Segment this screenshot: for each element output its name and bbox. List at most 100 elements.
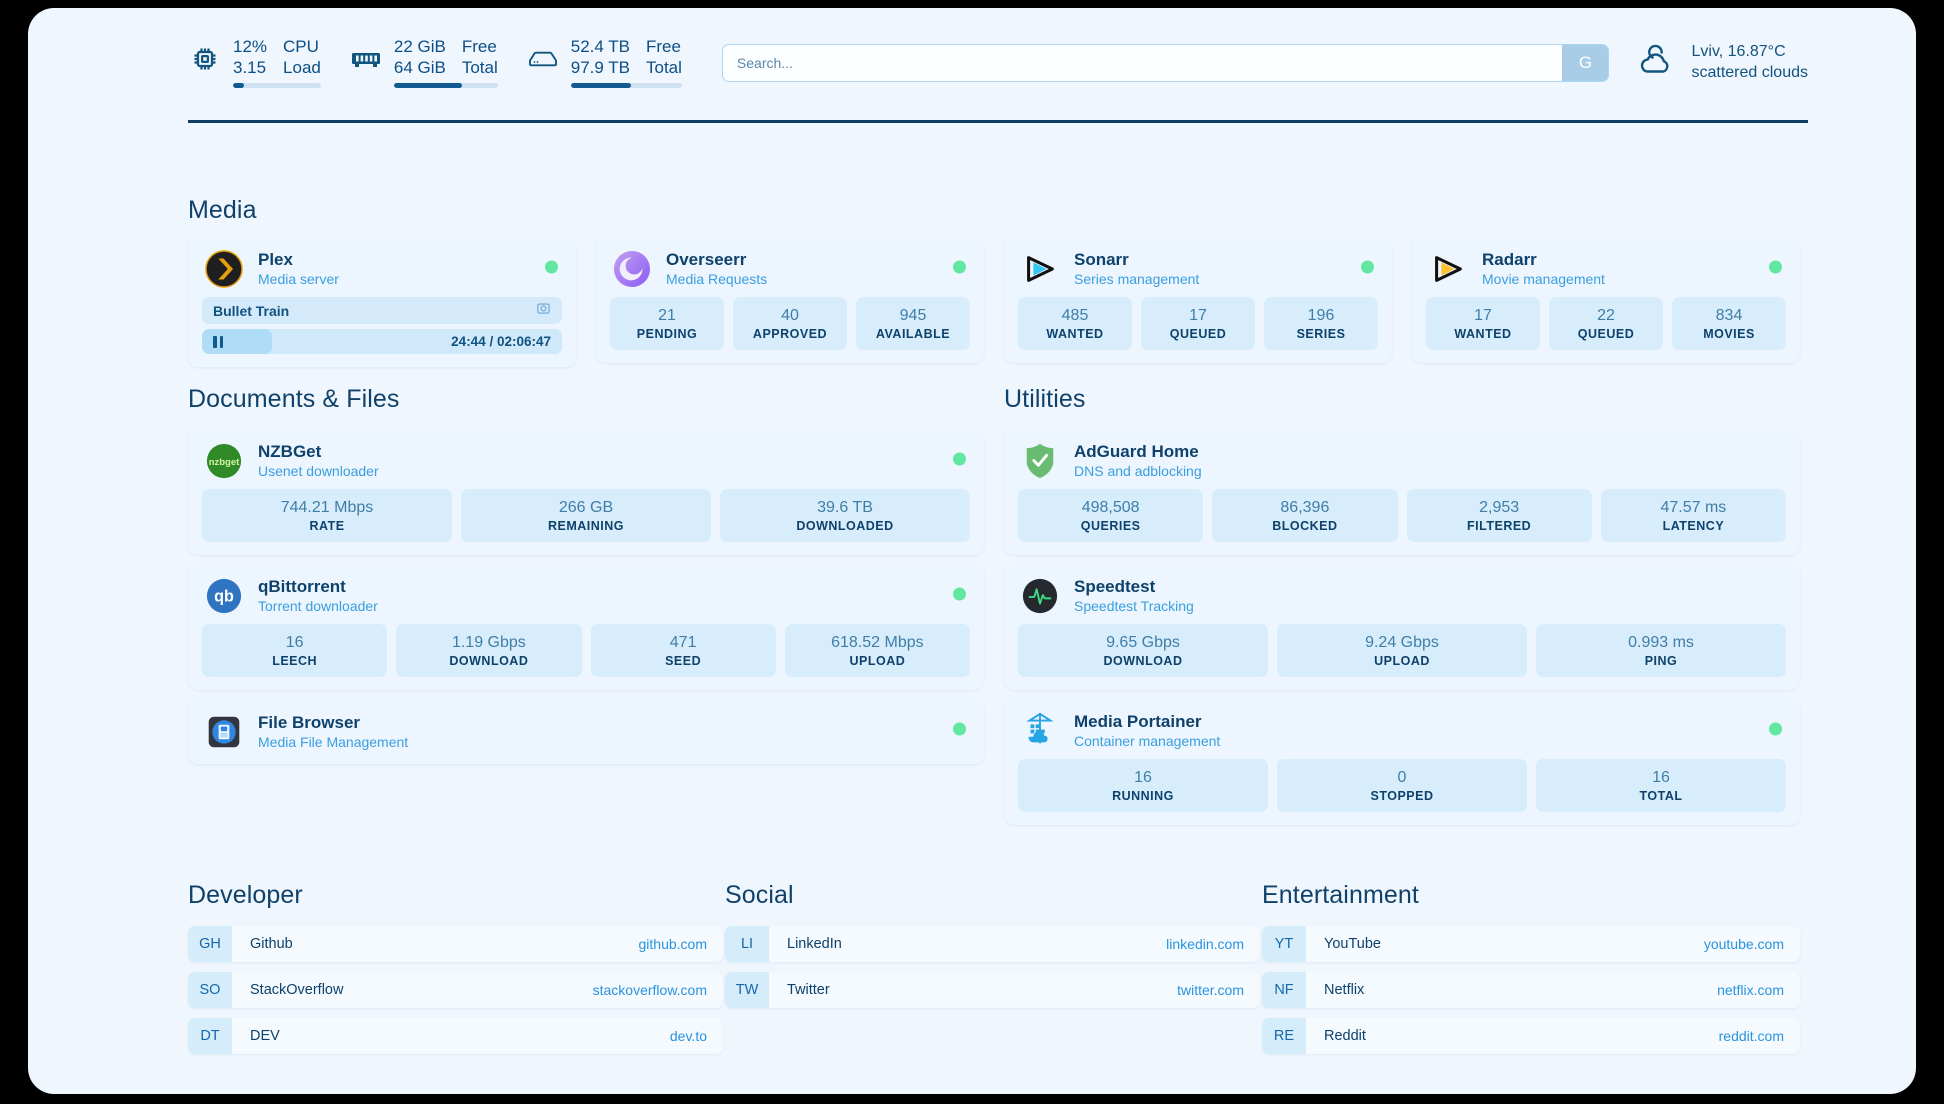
stat-value: 266 GB <box>558 499 614 516</box>
stat-value: 744.21 Mbps <box>280 499 374 516</box>
cpu-usage-bar <box>233 83 321 89</box>
card-nzbget[interactable]: nzbget NZBGet Usenet downloader 744.21 M… <box>188 428 984 555</box>
search-input[interactable] <box>722 45 1563 81</box>
card-header: AdGuard Home DNS and adblocking <box>1004 428 1800 489</box>
pause-icon[interactable] <box>213 335 223 348</box>
app-subtitle: Series management <box>1074 270 1200 287</box>
bookmark-url[interactable]: dev.to <box>669 1028 707 1044</box>
card-radarr[interactable]: Radarr Movie management 17 WANTED 22 QUE… <box>1412 236 1800 363</box>
app-subtitle: Movie management <box>1482 270 1605 287</box>
bookmark-url[interactable]: youtube.com <box>1703 936 1784 952</box>
stat-item: 1.19 Gbps DOWNLOAD <box>396 624 582 677</box>
app-subtitle: DNS and adblocking <box>1074 462 1202 479</box>
bookmark-url[interactable]: github.com <box>638 936 707 952</box>
app-subtitle: Usenet downloader <box>258 462 379 479</box>
card-header: Overseerr Media Requests <box>596 236 984 297</box>
stat-value: 471 <box>669 634 697 651</box>
bookmark-item[interactable]: NF Netflix netflix.com <box>1262 972 1800 1008</box>
stat-item: 0.993 ms PING <box>1536 624 1786 677</box>
bookmark-badge: DT <box>188 1018 232 1054</box>
search-engine-button[interactable]: G <box>1562 45 1609 81</box>
card-adguard[interactable]: AdGuard Home DNS and adblocking 498,508 … <box>1004 428 1800 555</box>
bookmark-url[interactable]: linkedin.com <box>1166 936 1244 952</box>
now-playing-row: Bullet Train <box>202 297 562 324</box>
stat-value: 0.993 ms <box>1628 634 1694 651</box>
card-portainer[interactable]: Media Portainer Container management 16 … <box>1004 698 1800 825</box>
memory-icon <box>349 36 383 82</box>
stat-value: 16 <box>1652 769 1670 786</box>
bookmark-item[interactable]: TW Twitter twitter.com <box>725 972 1260 1008</box>
svg-text:qb: qb <box>214 588 234 606</box>
bookmark-item[interactable]: YT YouTube youtube.com <box>1262 926 1800 962</box>
card-qbittorrent[interactable]: qb qBittorrent Torrent downloader 16 LEE… <box>188 563 984 690</box>
bookmark-item[interactable]: RE Reddit reddit.com <box>1262 1018 1800 1054</box>
stat-label: WANTED <box>1046 326 1104 341</box>
bookmark-url[interactable]: stackoverflow.com <box>592 982 707 998</box>
app-name: Plex <box>258 250 293 270</box>
svg-text:nzbget: nzbget <box>209 457 240 468</box>
weather-widget: Lviv, 16.87°C scattered clouds <box>1635 42 1808 84</box>
card-plex[interactable]: Plex Media server Bullet Train 24:44 / 0… <box>188 236 576 367</box>
stat-item: 471 SEED <box>590 624 776 677</box>
section-title-media: Media <box>188 196 257 224</box>
stat-label: LEECH <box>272 653 318 668</box>
bookmark-item[interactable]: GH Github github.com <box>188 926 723 962</box>
stat-value: 47.57 ms <box>1660 499 1727 516</box>
bookmark-badge: LI <box>725 926 769 962</box>
bookmark-name: Reddit <box>1324 1028 1366 1044</box>
bookmark-url[interactable]: netflix.com <box>1717 982 1784 998</box>
cpu-label-top: CPU <box>283 36 319 56</box>
bookmark-url[interactable]: reddit.com <box>1718 1028 1784 1044</box>
stat-value: 1.19 Gbps <box>451 634 526 651</box>
card-filebrowser[interactable]: File Browser Media File Management <box>188 698 984 764</box>
bookmark-url[interactable]: twitter.com <box>1177 982 1244 998</box>
memory-total-value: 64 GiB <box>393 58 446 77</box>
stat-label: UPLOAD <box>1374 653 1430 668</box>
memory-usage-bar <box>393 83 498 89</box>
stat-label: DOWNLOADED <box>796 518 894 533</box>
cpu-label-bottom: Load <box>283 58 321 77</box>
bookmark-name: YouTube <box>1324 936 1381 952</box>
stat-item: 86,396 BLOCKED <box>1212 489 1398 542</box>
stats-row: 498,508 QUERIES 86,396 BLOCKED 2,953 FIL… <box>1004 489 1800 555</box>
card-overseerr[interactable]: Overseerr Media Requests 21 PENDING 40 A… <box>596 236 984 363</box>
bookmark-item[interactable]: SO StackOverflow stackoverflow.com <box>188 972 723 1008</box>
bookmark-group-developer: Developer GH Github github.com SO StackO… <box>188 881 723 1064</box>
speedtest-icon <box>1020 576 1060 616</box>
memory-label-bottom: Total <box>461 58 498 77</box>
card-header: Media Portainer Container management <box>1004 698 1800 759</box>
stat-item: 196 SERIES <box>1264 297 1378 350</box>
bookmark-badge: TW <box>725 972 769 1008</box>
card-header: File Browser Media File Management <box>188 698 984 760</box>
bookmark-name: Github <box>250 936 293 952</box>
app-name: NZBGet <box>258 442 322 462</box>
stat-value: 16 <box>1134 769 1152 786</box>
card-speedtest[interactable]: Speedtest Speedtest Tracking 9.65 Gbps D… <box>1004 563 1800 690</box>
stat-label: SEED <box>665 653 702 668</box>
bookmark-item[interactable]: DT DEV dev.to <box>188 1018 723 1054</box>
status-badge <box>953 452 966 465</box>
card-sonarr[interactable]: Sonarr Series management 485 WANTED 17 Q… <box>1004 236 1392 363</box>
disk-icon <box>526 36 560 82</box>
stat-item: 9.65 Gbps DOWNLOAD <box>1018 624 1268 677</box>
card-header: Sonarr Series management <box>1004 236 1392 297</box>
app-subtitle: Media Requests <box>666 270 768 287</box>
bookmark-badge: SO <box>188 972 232 1008</box>
bookmark-badge: YT <box>1262 926 1306 962</box>
stat-value: 9.24 Gbps <box>1365 634 1439 651</box>
card-header: nzbget NZBGet Usenet downloader <box>188 428 984 489</box>
stat-label: PING <box>1644 653 1678 668</box>
stat-label: DOWNLOAD <box>449 653 529 668</box>
bookmark-group-title: Social <box>725 881 794 909</box>
bookmark-badge: NF <box>1262 972 1306 1008</box>
radarr-icon <box>1428 249 1468 289</box>
section-title-utilities: Utilities <box>1004 385 1086 413</box>
stat-item: 2,953 FILTERED <box>1406 489 1592 542</box>
search-bar[interactable]: G <box>721 44 1610 82</box>
playback-progress-bar[interactable]: 24:44 / 02:06:47 <box>202 329 562 354</box>
stat-value: 945 <box>899 307 927 324</box>
cast-icon[interactable] <box>536 301 551 321</box>
cpu-usage-value: 12% <box>233 36 268 56</box>
stats-row: 16 RUNNING 0 STOPPED 16 TOTAL <box>1004 759 1800 825</box>
bookmark-item[interactable]: LI LinkedIn linkedin.com <box>725 926 1260 962</box>
